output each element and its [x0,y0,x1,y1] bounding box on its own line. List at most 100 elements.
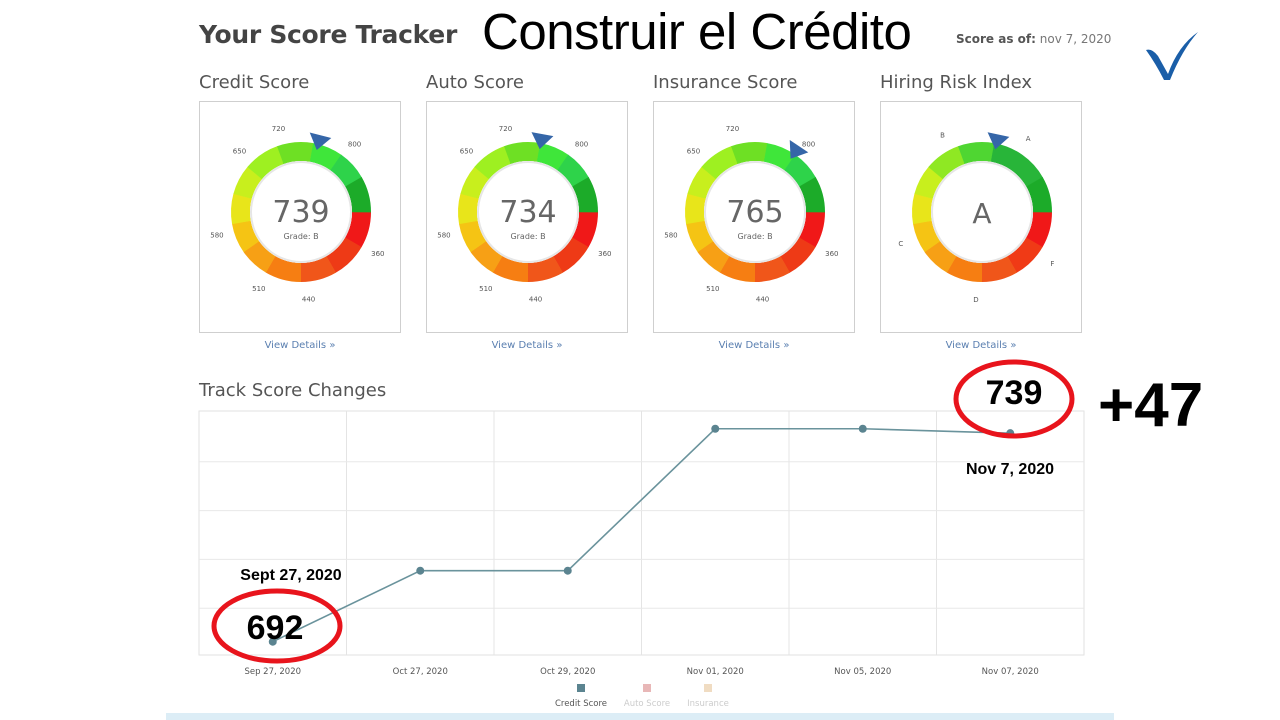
gauge-center [477,161,579,263]
gauge-segment [265,256,301,282]
score-delta: +47 [1098,371,1204,440]
checkmark-icon [1146,32,1198,80]
score-as-of-label: Score as of: [956,32,1036,46]
gauge-tick-label: 800 [575,140,588,148]
legend-label[interactable]: Credit Score [555,699,607,709]
auto-score-title: Auto Score [426,72,524,93]
gauge-segment [470,241,503,273]
x-tick-label: Oct 29, 2020 [540,667,595,677]
gauge-segment [458,193,479,225]
gauge-segment [784,154,816,187]
gauge-tick-label: 720 [499,125,512,133]
hiring-risk-gauge: B A C F D A [898,131,1054,304]
gauge-segment [309,143,342,171]
gauge-segment [981,256,1017,282]
score-as-of-date: nov 7, 2020 [1039,32,1112,46]
gauge-tick-label: 440 [302,296,315,304]
gauge-tick-label: 650 [460,147,473,155]
hiring-risk-title: Hiring Risk Index [880,72,1033,93]
insurance-score-title: Insurance Score [653,72,798,93]
credit-score-card[interactable]: 720 800 650 580 510 440 360 739 Grade: B [199,101,401,333]
x-tick-label: Nov 07, 2020 [982,667,1039,677]
insurance-score-gauge: 720 800 650 580 510 440 360 765 Grade: B [664,125,838,304]
gauge-inner-ring [477,161,579,263]
gauge-tick-label: 580 [210,232,223,240]
gauge-segment [572,177,598,213]
gauge-segment [474,146,511,180]
gauge-tick-label: 720 [726,125,739,133]
gauge-segment [719,256,755,282]
auto-view-details-link[interactable]: View Details » [491,340,563,351]
gauge-segment [990,143,1043,187]
gauge-tick-label: 580 [437,232,450,240]
gauge-inner-ring [704,161,806,263]
gauge-center [250,161,352,263]
gauge-pointer [987,132,1010,150]
gauge-tick-label: 510 [479,285,492,293]
gauge-segment [924,241,957,273]
gauge-segment [459,220,487,253]
gauge-segment [233,166,263,199]
gauge-tick-label: 650 [687,147,700,155]
gauge-segment [799,177,825,213]
gauge-segment [686,220,714,253]
gauge-pointer [309,132,332,150]
legend-label[interactable]: Insurance [687,699,729,709]
gauge-segment [1007,237,1043,273]
gauge-value: 739 [272,195,329,230]
gauge-value: 765 [726,195,783,230]
credit-score-title: Credit Score [199,72,310,93]
chart-point [268,637,277,646]
legend-label[interactable]: Auto Score [624,699,670,709]
auto-score-card[interactable]: 720 800 650 580 510 440 360 734 Grade: B [426,101,628,333]
end-highlight-circle [953,359,1075,439]
gauge-tick-label: 580 [664,232,677,240]
legend-swatch[interactable] [704,684,712,692]
gauge-tick-label: A [1026,135,1031,143]
x-tick-label: Oct 27, 2020 [393,667,448,677]
end-value-label: 739 [986,374,1043,412]
insurance-score-card[interactable]: 720 800 650 580 510 440 360 765 Grade: B [653,101,855,333]
gauge-pointer [531,132,554,150]
gauge-tick-label: 360 [825,250,838,258]
gauge-segment [687,166,717,199]
gauge-tick-label: 440 [529,296,542,304]
gauge-tick-label: D [973,296,978,304]
gauge-segment [492,256,528,282]
legend-swatch[interactable] [577,684,585,692]
end-date-label: Nov 7, 2020 [966,461,1054,478]
gauge-segment [913,220,941,253]
gauge-segment [460,166,490,199]
gauge-segment [345,212,371,248]
gauge-segment [277,142,314,165]
gauge-segment [326,237,362,273]
credit-view-details-link[interactable]: View Details » [264,340,336,351]
track-score-changes-title: Track Score Changes [199,380,387,401]
gauge-segment [697,241,730,273]
gauge-tick-label: B [940,131,945,139]
gauge-segment [232,220,260,253]
x-tick-label: Sep 27, 2020 [244,667,301,677]
credit-score-line [272,427,1011,643]
legend-swatch[interactable] [643,684,651,692]
gauge-tick-label: 650 [233,147,246,155]
gauge-tick-label: F [1050,260,1054,268]
insurance-view-details-link[interactable]: View Details » [718,340,790,351]
gauge-tick-label: 800 [802,140,815,148]
gauge-inner-ring [931,161,1033,263]
gauge-segment [536,143,569,171]
gauge-tick-label: 510 [252,285,265,293]
hiring-view-details-link[interactable]: View Details » [945,340,1017,351]
gauge-segment [553,237,589,273]
start-value-label: 692 [247,609,304,647]
gauge-tick-label: 440 [756,296,769,304]
gauge-segment [928,146,965,180]
start-date-label: Sept 27, 2020 [240,567,342,584]
gauge-tick-label: 360 [371,250,384,258]
gauge-grade: Grade: B [510,232,545,241]
gauge-grade: Grade: B [737,232,772,241]
gauge-segment [345,177,371,213]
hiring-risk-card[interactable]: B A C F D A [880,101,1082,333]
gauge-tick-label: 360 [598,250,611,258]
